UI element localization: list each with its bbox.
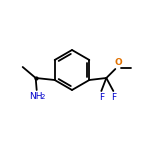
Text: 2: 2 (40, 94, 45, 100)
Text: F: F (99, 93, 104, 102)
Text: O: O (114, 58, 122, 67)
Text: F: F (111, 93, 116, 102)
Text: NH: NH (29, 92, 42, 101)
